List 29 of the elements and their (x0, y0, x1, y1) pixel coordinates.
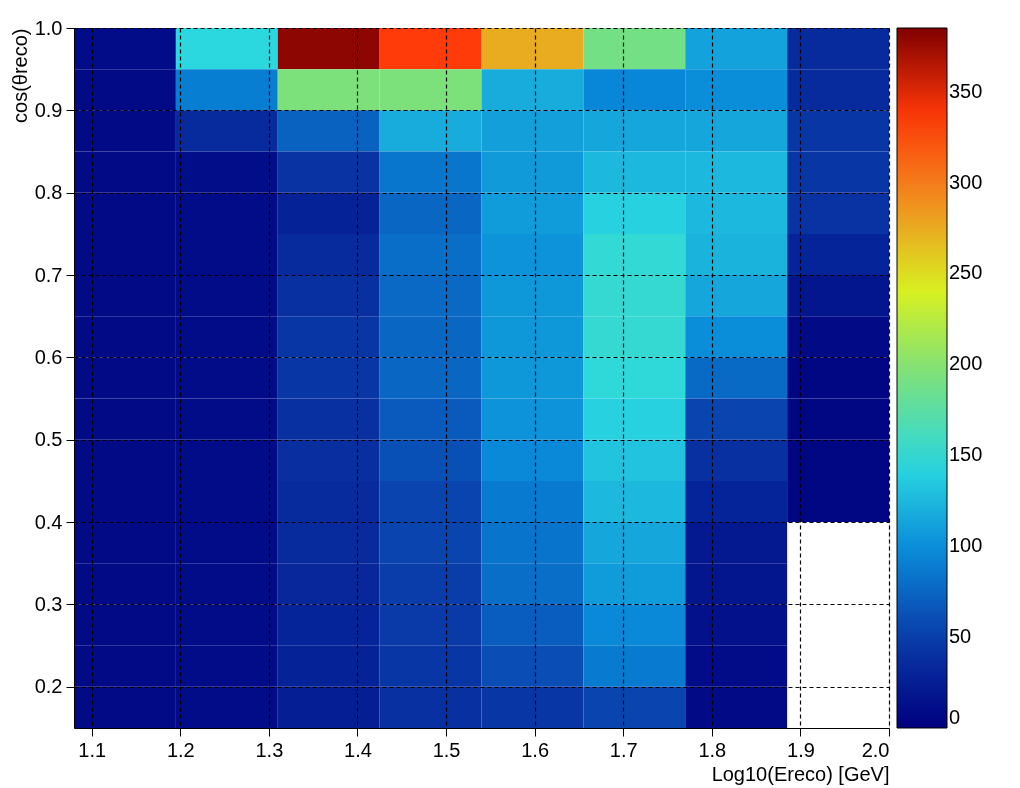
color-bar-label: 200 (949, 352, 983, 375)
y-tick-label: 0.3 (34, 592, 63, 615)
x-tick-label: 1.7 (609, 738, 638, 761)
y-tick-label: 0.8 (34, 181, 63, 204)
x-tick-label: 1.6 (521, 738, 550, 761)
x-axis-title: Log10(Ereco) [GeV] (711, 762, 890, 785)
color-bar-label: 100 (949, 534, 983, 557)
x-tick-label: 1.8 (698, 738, 727, 761)
x-tick-label: 1.9 (787, 738, 815, 761)
x-tick-label: 1.4 (344, 738, 372, 761)
x-tick-label: 1.5 (432, 738, 461, 761)
color-bar-label: 150 (949, 443, 983, 466)
color-bar-label: 50 (949, 625, 972, 648)
y-tick-label: 0.7 (34, 263, 63, 286)
color-bar-label: 0 (949, 706, 961, 728)
x-tick-label: 1.3 (255, 738, 284, 761)
y-tick-label: 1.0 (34, 16, 63, 39)
x-tick-label: 2.0 (861, 738, 890, 761)
y-tick-label: 0.2 (34, 675, 63, 698)
color-bar-label: 350 (949, 79, 983, 102)
y-tick-label: 0.9 (34, 98, 63, 121)
y-tick-label: 0.6 (34, 345, 63, 368)
x-tick-label: 1.2 (166, 738, 195, 761)
y-axis-title: cos(θreco) (8, 28, 31, 123)
y-tick-label: 0.4 (34, 510, 63, 533)
x-tick-label: 1.1 (78, 738, 107, 761)
color-bar-label: 300 (949, 170, 983, 193)
color-bar-label: 250 (949, 261, 983, 284)
y-tick-label: 0.5 (34, 428, 63, 451)
